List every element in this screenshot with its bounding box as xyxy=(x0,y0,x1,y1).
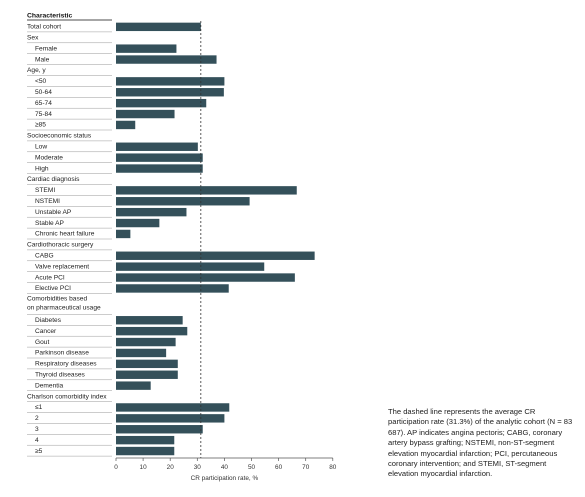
bar-50-64 xyxy=(116,88,224,97)
row-label-male: Male xyxy=(35,56,50,63)
x-tick-label-70: 70 xyxy=(302,464,310,471)
row-label-moderate: Moderate xyxy=(35,154,63,161)
row-label-50-64: 50-64 xyxy=(35,89,52,96)
row-label-total-cohort: Total cohort xyxy=(27,24,61,31)
row-label-cardiac-diagnosis: Cardiac diagnosis xyxy=(27,176,80,183)
bar-stable-ap xyxy=(116,218,160,228)
row-label-unstable-ap: Unstable AP xyxy=(35,209,72,216)
bar-nstemi xyxy=(116,197,250,206)
row-label-75-84: 75-84 xyxy=(35,111,52,118)
row-label-nstemi: NSTEMI xyxy=(35,198,60,205)
row-label-65-74: 65-74 xyxy=(35,100,52,107)
bar-moderate xyxy=(116,153,203,162)
row-label-lt50: <50 xyxy=(35,78,47,85)
bar-75-84 xyxy=(116,109,175,119)
row-label-age-y: Age, y xyxy=(27,67,46,74)
bar-2 xyxy=(116,414,225,423)
x-tick-label-80: 80 xyxy=(329,464,337,471)
row-label-dementia: Dementia xyxy=(35,382,64,389)
row-label-thyroid-diseases: Thyroid diseases xyxy=(35,372,86,379)
bar-65-74 xyxy=(116,98,207,108)
row-label-low: Low xyxy=(35,144,47,151)
bar-le1 xyxy=(116,403,230,412)
row-label-le1: ≤1 xyxy=(35,404,43,411)
bar-parkinson-disease xyxy=(116,348,167,358)
bar-stemi xyxy=(116,186,297,195)
row-label-elective-pci: Elective PCI xyxy=(35,285,71,292)
row-label-ge5: ≥5 xyxy=(35,448,43,455)
bar-dementia xyxy=(116,381,151,390)
row-label-stable-ap: Stable AP xyxy=(35,220,65,227)
bar-unstable-ap xyxy=(116,207,187,217)
x-tick-label-50: 50 xyxy=(248,464,256,471)
bar-cancer xyxy=(116,326,188,336)
row-label-high: High xyxy=(35,165,49,172)
bar-cabg xyxy=(116,251,315,260)
row-label-chronic-heart-failure: Chronic heart failure xyxy=(35,231,95,238)
row-label-socioeconomic-status: Socioeconomic status xyxy=(27,133,92,140)
row-label-charlson-comorbidity-index: Charlson comorbidity index xyxy=(27,393,107,400)
bar-diabetes xyxy=(116,316,183,325)
x-tick-label-30: 30 xyxy=(194,464,202,471)
bar-low xyxy=(116,142,198,151)
row-label-ge85: ≥85 xyxy=(35,122,46,129)
x-tick-label-40: 40 xyxy=(221,464,229,471)
bar-lt50 xyxy=(116,77,225,86)
bar-male xyxy=(116,55,217,64)
bar-thyroid-diseases xyxy=(116,370,178,379)
bar-valve-replacement xyxy=(116,262,265,271)
bar-gout xyxy=(116,337,176,347)
x-axis-title: CR participation rate, % xyxy=(191,475,259,482)
x-tick-label-20: 20 xyxy=(167,464,175,471)
x-tick-label-60: 60 xyxy=(275,464,283,471)
row-label-stemi: STEMI xyxy=(35,187,55,194)
bar-female xyxy=(116,44,177,53)
row-label-cardiothoracic-surgery: Cardiothoracic surgery xyxy=(27,242,94,249)
row-label-respiratory-diseases: Respiratory diseases xyxy=(35,361,97,368)
bar-total-cohort xyxy=(116,22,201,32)
row-label-cabg: CABG xyxy=(35,253,54,260)
row-label-acute-pci: Acute PCI xyxy=(35,274,65,281)
bar-respiratory-diseases xyxy=(116,359,178,369)
row-label-2: 2 xyxy=(35,415,39,422)
bar-acute-pci xyxy=(116,273,295,282)
row-label-parkinson-disease: Parkinson disease xyxy=(35,350,89,357)
bar-elective-pci xyxy=(116,284,229,293)
row-label-female: Female xyxy=(35,45,57,52)
row-label-diabetes: Diabetes xyxy=(35,317,62,324)
bar-chronic-heart-failure xyxy=(116,229,131,239)
bar-3 xyxy=(116,425,203,434)
row-label-sex: Sex xyxy=(27,35,39,42)
row-label-3: 3 xyxy=(35,426,39,433)
row-label-valve-replacement: Valve replacement xyxy=(35,263,89,270)
bar-high xyxy=(116,164,203,173)
row-label-comorbidities-based-on-pharmaceutical-usage: Comorbidities based on pharmaceutical usa… xyxy=(27,296,101,312)
figure-caption: The dashed line represents the average C… xyxy=(388,407,573,479)
row-label-4: 4 xyxy=(35,437,39,444)
bar-ge85 xyxy=(116,120,136,130)
row-label-gout: Gout xyxy=(35,339,49,346)
bar-ge5 xyxy=(116,446,175,456)
x-tick-label-10: 10 xyxy=(140,464,148,471)
bar-4 xyxy=(116,435,175,445)
column-header: Characteristic xyxy=(27,12,73,19)
row-label-cancer: Cancer xyxy=(35,328,57,335)
x-tick-label-0: 0 xyxy=(114,464,118,471)
